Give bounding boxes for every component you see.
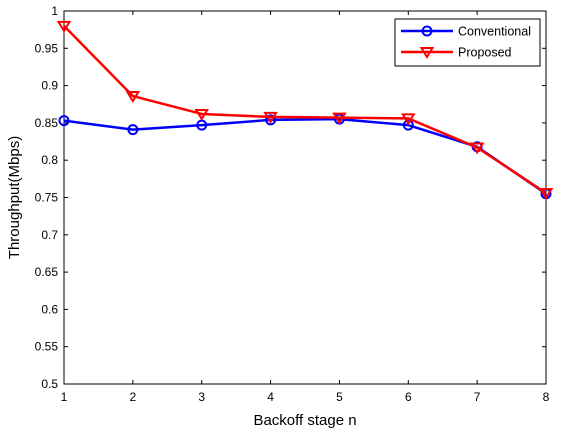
- y-tick-label: 0.65: [35, 265, 59, 279]
- x-tick-label: 6: [405, 390, 412, 404]
- data-point-conventional: [402, 119, 414, 131]
- y-tick-label: 0.55: [35, 340, 59, 354]
- y-tick-label: 1: [51, 4, 58, 18]
- x-tick-label: 1: [61, 390, 68, 404]
- x-tick-label: 4: [267, 390, 274, 404]
- data-point-proposed: [125, 91, 141, 103]
- x-tick-label: 2: [130, 390, 137, 404]
- x-tick-label: 5: [336, 390, 343, 404]
- data-point-proposed: [469, 142, 485, 155]
- axis-ticks: 1 2 3 4 5 6 7 8 0.5 0.55 0.6 0.65 0.7 0.75 0.8 0.85 0.9 0…: [35, 4, 550, 404]
- plot-area: [63, 10, 547, 385]
- y-axis-label: Throughput(Mbps): [6, 136, 23, 259]
- legend-marker-conventional: [421, 25, 433, 37]
- x-tick-label: 8: [543, 390, 550, 404]
- data-point-proposed: [538, 188, 554, 200]
- y-tick-label: 0.8: [41, 153, 58, 167]
- legend-box: [394, 18, 541, 67]
- data-point-proposed: [401, 113, 416, 126]
- legend-label-proposed: Proposed: [458, 46, 512, 60]
- data-point-conventional: [58, 115, 70, 127]
- data-point-proposed: [332, 112, 347, 125]
- data-point-proposed: [263, 111, 278, 124]
- series-group: [56, 20, 554, 200]
- y-tick-label: 0.7: [41, 228, 58, 242]
- y-tick-label: 0.5: [41, 377, 58, 391]
- legend-marker-proposed: [419, 47, 435, 59]
- legend: Conventional Proposed: [394, 18, 541, 67]
- x-tick-label: 3: [198, 390, 205, 404]
- y-tick-label: 0.9: [41, 79, 58, 93]
- x-axis-label: Backoff stage n: [253, 412, 356, 429]
- y-tick-label: 0.95: [35, 41, 59, 55]
- y-tick-label: 0.75: [35, 191, 59, 205]
- data-point-conventional: [127, 124, 139, 136]
- legend-label-conventional: Conventional: [458, 25, 531, 39]
- x-tick-label: 7: [474, 390, 481, 404]
- y-tick-label: 0.6: [41, 302, 58, 316]
- data-point-proposed: [56, 20, 72, 33]
- series-line-proposed: [63, 25, 547, 195]
- data-point-proposed: [194, 108, 209, 121]
- y-tick-label: 0.85: [35, 116, 59, 130]
- data-point-conventional: [265, 114, 277, 126]
